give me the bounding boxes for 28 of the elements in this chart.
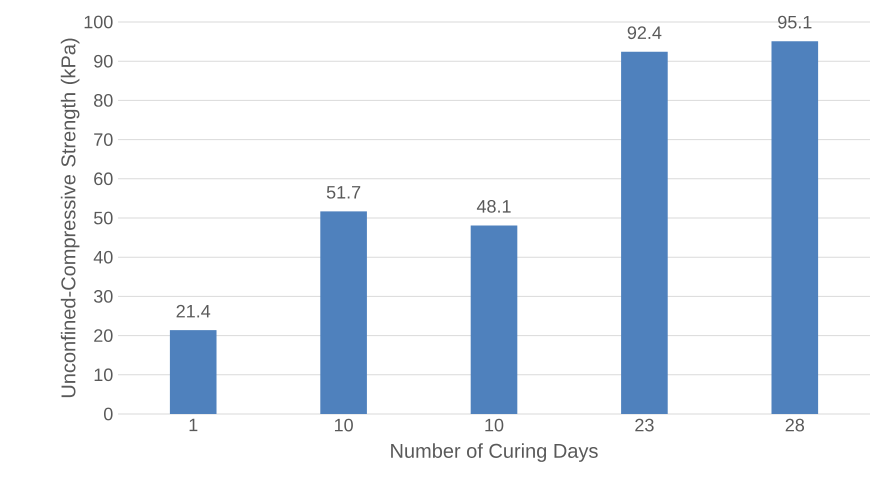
y-tick-label: 90 bbox=[94, 54, 113, 68]
y-tick-label: 40 bbox=[94, 250, 113, 264]
y-tick-label: 80 bbox=[94, 94, 113, 107]
bar bbox=[470, 225, 518, 414]
x-tick-label: 1 bbox=[190, 418, 198, 432]
y-tick-label: 50 bbox=[94, 212, 113, 224]
x-axis-title: Number of Curing Days bbox=[391, 443, 598, 462]
data-label: 95.1 bbox=[778, 16, 812, 28]
data-label: 21.4 bbox=[176, 304, 210, 318]
bar bbox=[771, 41, 818, 414]
data-label: 51.7 bbox=[326, 186, 360, 199]
bar bbox=[320, 211, 367, 414]
y-tick-label: 100 bbox=[84, 16, 113, 28]
y-tick-label: 10 bbox=[94, 368, 113, 382]
bar bbox=[621, 52, 668, 414]
x-tick-label: 28 bbox=[786, 418, 804, 432]
x-tick-label: 23 bbox=[635, 418, 654, 432]
x-tick-label: 10 bbox=[334, 418, 353, 432]
data-label: 92.4 bbox=[628, 26, 662, 40]
y-tick-label: 20 bbox=[94, 329, 113, 342]
y-tick-label: 60 bbox=[94, 172, 113, 186]
y-tick-label: 0 bbox=[104, 408, 113, 420]
x-tick-label: 10 bbox=[485, 418, 504, 432]
y-tick-label: 30 bbox=[94, 290, 113, 303]
y-tick-label: 70 bbox=[94, 133, 113, 146]
y-axis-title: Unconfined-Compressive Strength (kPa) bbox=[60, 38, 80, 398]
bar bbox=[170, 330, 217, 414]
data-label: 48.1 bbox=[476, 200, 511, 213]
